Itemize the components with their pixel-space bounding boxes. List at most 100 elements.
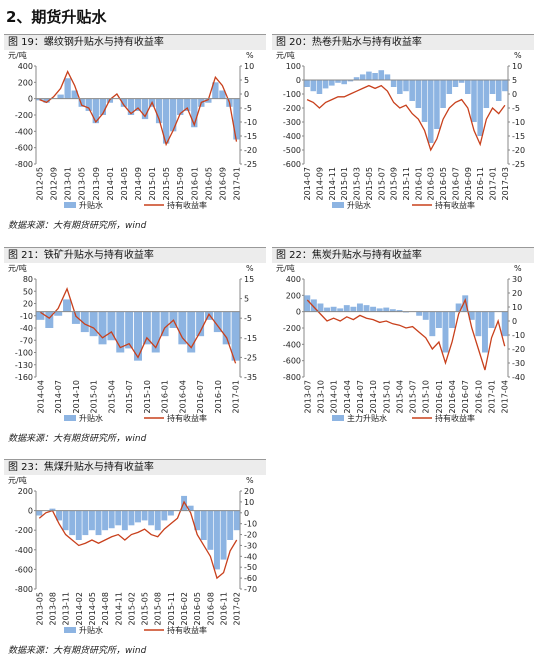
y2-tick-label: -40 <box>244 552 257 561</box>
y-tick-label: -400 <box>283 340 301 349</box>
y-tick-label: -400 <box>15 546 33 555</box>
y2-tick-label: -15 <box>244 132 257 141</box>
bar <box>141 98 149 120</box>
y-unit: 元/吨 <box>276 50 295 60</box>
bar <box>191 98 198 128</box>
source-note: 数据来源：大有期货研究所，wind <box>8 221 147 231</box>
bar <box>92 98 99 124</box>
bar <box>56 510 62 521</box>
line <box>40 286 237 364</box>
y-tick-label: -300 <box>283 118 301 127</box>
x-tick-label: 2013-10 <box>316 380 325 413</box>
y2-tick-label: 10 <box>512 303 522 312</box>
bar <box>207 510 214 550</box>
x-tick-label: 2015-01 <box>382 380 391 413</box>
bar <box>353 77 360 80</box>
x-tick-label: 2016-01 <box>190 167 199 200</box>
x-tick-label: 2015-01 <box>148 167 157 200</box>
chart-caption: 图 20：热卷升贴水与持有收益率 <box>272 34 534 50</box>
y2-tick-label: -20 <box>244 531 257 540</box>
legend-label: 升贴水 <box>79 200 103 210</box>
chart-block: 图 22：焦炭升贴水与持有收益率 元/吨% -800 -600 -400 -200 0 200… <box>272 247 534 431</box>
x-tick-label: 2017-01 <box>488 380 497 413</box>
x-tick-label: 2014-02 <box>75 592 84 625</box>
x-tick-label: 2015-03 <box>353 167 362 200</box>
bar <box>213 311 222 333</box>
x-tick-label: 2017-02 <box>233 592 242 625</box>
y2-tick-label: 20 <box>512 289 522 298</box>
bar <box>488 311 495 328</box>
y2-tick-label: -40 <box>512 373 525 382</box>
bar <box>80 311 89 333</box>
bar <box>62 510 69 531</box>
bar <box>116 311 125 353</box>
y2-unit: % <box>246 264 254 273</box>
x-tick-label: 2014-05 <box>88 592 97 625</box>
bar <box>222 311 231 345</box>
y2-tick-label: 0 <box>244 509 249 518</box>
bar <box>370 306 377 312</box>
y-tick-label: -800 <box>15 160 33 169</box>
y-tick-label: -100 <box>283 90 301 99</box>
legend-label: 升贴水 <box>79 625 103 635</box>
y-unit: 元/吨 <box>8 50 27 60</box>
y-tick-label: 0 <box>296 76 301 85</box>
bar <box>88 510 95 531</box>
y2-tick-label: 10 <box>512 62 522 71</box>
bar <box>160 311 169 337</box>
bar <box>317 303 324 312</box>
bar <box>465 80 471 94</box>
bar <box>167 510 174 516</box>
bar <box>372 73 378 80</box>
y-tick-label: 400 <box>286 275 301 284</box>
bar <box>422 311 429 320</box>
x-tick-label: 2016-11 <box>476 167 485 200</box>
bar <box>128 510 135 526</box>
y-tick-label: 200 <box>286 291 301 300</box>
x-tick-label: 2016-07 <box>196 380 205 413</box>
chart: 元/吨 % -800 -600 -400 -200 0 200 400 -25 -20 -15 -10 -… <box>8 50 257 210</box>
bar <box>471 80 477 122</box>
bar <box>390 80 397 87</box>
bar <box>502 80 508 92</box>
x-tick-label: 2014-10 <box>369 380 378 413</box>
bar <box>475 311 482 337</box>
y2-unit: % <box>246 476 254 485</box>
chart: 元/吨 % -800 -600 -400 -200 0 200 400 -40 -30 -20 -10 0… <box>276 263 525 423</box>
y-tick-label: -200 <box>15 526 33 535</box>
bar <box>330 306 337 312</box>
chart-caption: 图 21：铁矿升贴水与持有收益率 <box>4 247 266 263</box>
bar <box>483 80 490 108</box>
x-tick-label: 2014-08 <box>101 592 110 625</box>
bar <box>363 305 370 312</box>
y2-tick-label: -70 <box>244 585 257 594</box>
bar <box>421 80 428 122</box>
y2-tick-label: -10 <box>512 118 525 127</box>
y2-tick-label: -10 <box>244 520 257 529</box>
y-tick-label: 80 <box>23 275 33 284</box>
y2-tick-label: 0 <box>512 90 517 99</box>
bar <box>178 311 187 345</box>
chart-caption: 图 22：焦炭升贴水与持有收益率 <box>272 247 534 263</box>
bar <box>458 80 465 83</box>
y-tick-label: -400 <box>15 127 33 136</box>
x-tick-label: 2017-01 <box>232 167 241 200</box>
chart-block: 图 19：螺纹钢升贴水与持有收益率 元/吨% -800 -600 -400 -200 0 20… <box>4 34 266 231</box>
bar <box>141 510 148 521</box>
x-tick-label: 2013-09 <box>92 167 101 200</box>
y2-tick-label: -30 <box>244 541 257 550</box>
y2-tick-label: -20 <box>512 146 525 155</box>
bar <box>134 311 142 361</box>
y2-tick-label: 0 <box>244 90 249 99</box>
x-tick-label: 2013-05 <box>35 592 44 625</box>
bar <box>45 311 54 328</box>
bar <box>177 98 184 115</box>
x-tick-label: 2015-05 <box>141 592 150 625</box>
bar <box>142 311 151 345</box>
bar <box>434 80 440 129</box>
x-tick-label: 2015-04 <box>107 380 116 413</box>
bar <box>187 311 196 353</box>
y2-tick-label: -35 <box>244 373 257 382</box>
x-tick-label: 2012-09 <box>50 167 59 200</box>
bar <box>161 510 168 521</box>
